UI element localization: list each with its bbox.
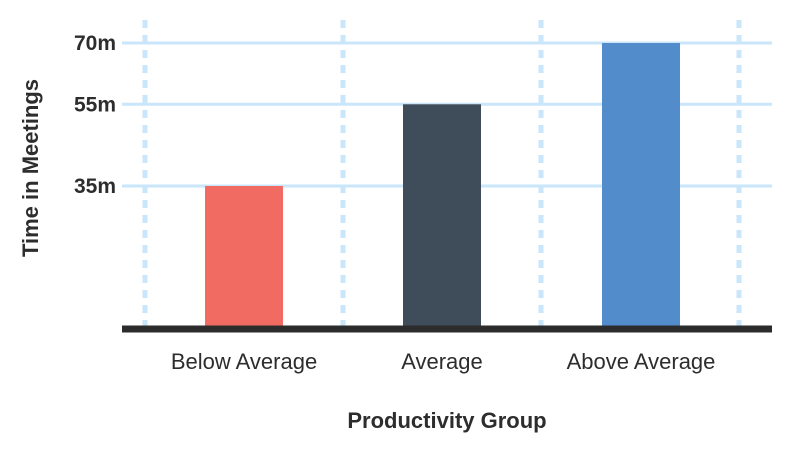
y-tick-labels: 35m 55m 70m — [74, 32, 116, 198]
x-tick-labels: Below Average Average Above Average — [171, 349, 716, 374]
x-tick-label: Below Average — [171, 349, 317, 374]
y-axis-title: Time in Meetings — [18, 79, 43, 257]
y-tick-label: 55m — [74, 93, 116, 116]
y-tick-label: 70m — [74, 32, 116, 55]
bars-layer — [205, 43, 680, 330]
x-tick-label: Average — [401, 349, 483, 374]
y-tick-label: 35m — [74, 175, 116, 198]
bar-average — [403, 104, 481, 330]
bar-below-average — [205, 186, 283, 329]
x-axis-title: Productivity Group — [347, 408, 546, 433]
x-tick-label: Above Average — [567, 349, 716, 374]
bar-above-average — [602, 43, 680, 329]
